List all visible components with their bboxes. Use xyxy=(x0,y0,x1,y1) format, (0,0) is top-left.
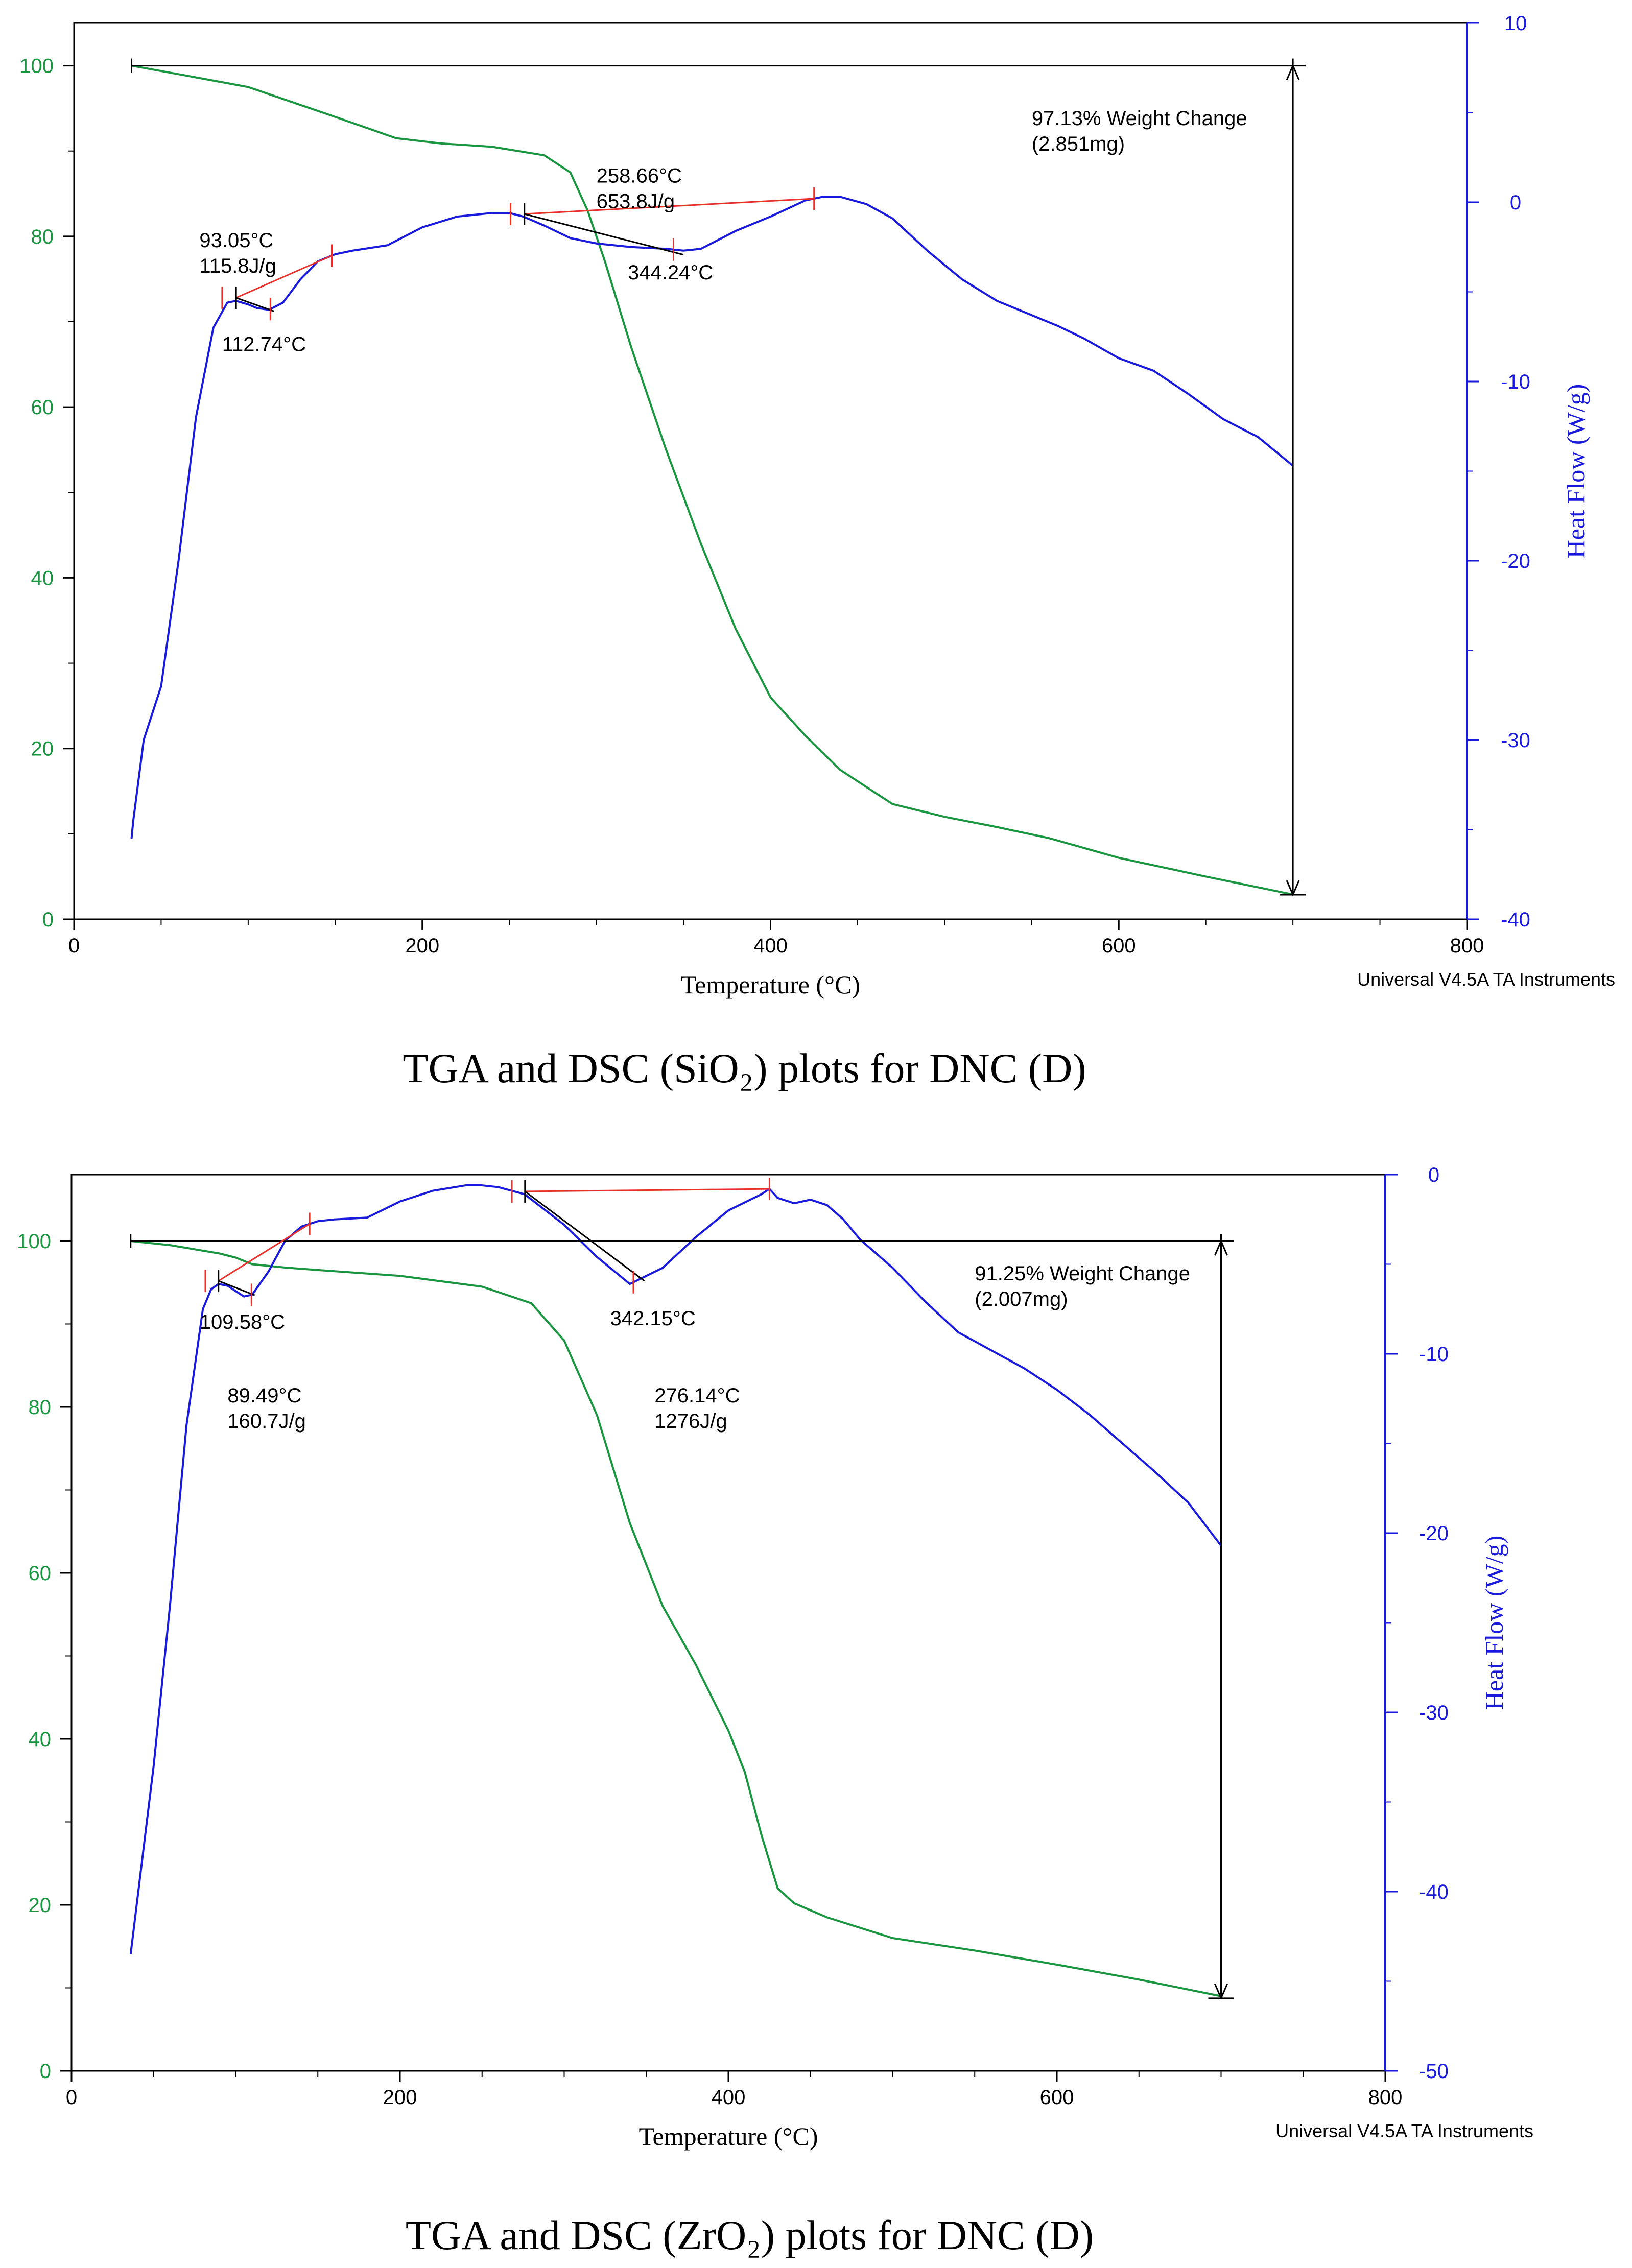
annotation-label: 109.58°C xyxy=(200,1311,285,1333)
y-right-tick-label: 0 xyxy=(1510,192,1521,214)
annotation-label: 276.14°C xyxy=(654,1384,740,1407)
chart-sio2: 0 200 400 600 800 0 20 40 60 80 100 -40 -30 -20 -10 0 10… xyxy=(19,12,1615,999)
annotation-sublabel: 115.8J/g xyxy=(199,255,276,277)
onset-tangent xyxy=(235,297,275,312)
x-tick-label: 400 xyxy=(753,935,788,957)
annotation-label: 112.74°C xyxy=(222,333,306,355)
y-left-tick-label: 80 xyxy=(31,226,54,248)
y-right-tick-label: -10 xyxy=(1419,1343,1449,1366)
caption-sio2: TGA and DSC (SiO₂) plots for DNC (D) xyxy=(403,1045,1086,1091)
instrument-label: Universal V4.5A TA Instruments xyxy=(1357,969,1615,990)
annotation-sublabel: 653.8J/g xyxy=(597,190,675,212)
plot-frame xyxy=(70,1174,1386,2072)
x-tick-label: 0 xyxy=(68,935,80,957)
peak-baseline xyxy=(218,1223,310,1282)
tga-curve xyxy=(131,64,1293,896)
onset-tangent xyxy=(218,1280,255,1296)
arrowhead-down xyxy=(1286,880,1300,897)
y-left-tick-label: 0 xyxy=(40,2060,51,2083)
y-right-tick-label: -40 xyxy=(1501,909,1530,931)
dsc-curve xyxy=(129,1184,1222,1955)
x-tick-label: 200 xyxy=(405,935,439,957)
x-tick-label: 400 xyxy=(712,2086,746,2109)
y-right-axis-title: Heat Flow (W/g) xyxy=(1480,1536,1508,1710)
y-right-tick-label: -50 xyxy=(1419,2060,1449,2083)
onset-tangent xyxy=(524,1190,645,1282)
arrowhead-up xyxy=(1286,63,1300,81)
annotation-sublabel: 1276J/g xyxy=(654,1410,727,1433)
x-tick-label: 800 xyxy=(1450,935,1484,957)
y-right-tick-label: -20 xyxy=(1419,1522,1449,1545)
onset-tangent xyxy=(524,213,684,256)
y-right-tick-label: -20 xyxy=(1501,550,1530,572)
y-left-tick-label: 40 xyxy=(31,567,54,589)
chart-zro2: 0 200 400 600 800 0 20 40 60 80 100 -50 -40 -30 -20 -10… xyxy=(17,1164,1533,2151)
plot-frame xyxy=(73,22,1468,920)
annotation-label: 342.15°C xyxy=(610,1307,696,1330)
y-left-tick-label: 60 xyxy=(31,396,54,419)
y-left-tick-label: 20 xyxy=(29,1894,52,1917)
x-axis-title: Temperature (°C) xyxy=(638,2122,818,2151)
annotation-label: 258.66°C xyxy=(597,164,682,187)
x-axis-title: Temperature (°C) xyxy=(681,970,860,999)
annotation-label: 97.13% Weight Change xyxy=(1032,107,1247,130)
peak-baseline xyxy=(525,1188,770,1192)
y-left-tick-label: 80 xyxy=(29,1396,52,1419)
caption-zro2: TGA and DSC (ZrO₂) plots for DNC (D) xyxy=(405,2212,1094,2258)
peak-baseline xyxy=(235,255,333,299)
y-left-tick-label: 0 xyxy=(42,909,54,931)
annotation-sublabel: (2.007mg) xyxy=(975,1288,1068,1310)
y-right-tick-label: -30 xyxy=(1501,729,1530,752)
annotation-sublabel: (2.851mg) xyxy=(1032,133,1125,155)
x-tick-label: 0 xyxy=(66,2086,77,2109)
y-right-tick-label: -10 xyxy=(1501,371,1530,393)
y-right-tick-label: 10 xyxy=(1504,12,1527,35)
arrowhead-up xyxy=(1214,1239,1228,1256)
x-tick-label: 600 xyxy=(1040,2086,1074,2109)
y-left-tick-label: 60 xyxy=(29,1562,52,1585)
y-left-tick-label: 40 xyxy=(29,1728,52,1751)
y-right-tick-label: -30 xyxy=(1419,1702,1449,1724)
y-right-tick-label: -40 xyxy=(1419,1881,1449,1903)
tga-curve xyxy=(130,1240,1221,1997)
y-left-tick-label: 20 xyxy=(31,738,54,760)
annotation-label: 93.05°C xyxy=(199,229,273,252)
y-right-axis-title: Heat Flow (W/g) xyxy=(1562,384,1590,559)
annotation-label: 344.24°C xyxy=(628,261,713,284)
x-tick-label: 800 xyxy=(1368,2086,1403,2109)
x-tick-label: 600 xyxy=(1102,935,1136,957)
y-right-tick-label: 0 xyxy=(1428,1164,1439,1186)
annotation-label: 89.49°C xyxy=(227,1384,301,1407)
arrowhead-down xyxy=(1214,1984,1228,2000)
annotation-label: 91.25% Weight Change xyxy=(975,1262,1190,1285)
instrument-label: Universal V4.5A TA Instruments xyxy=(1275,2120,1533,2141)
peak-baseline xyxy=(524,198,814,215)
y-left-tick-label: 100 xyxy=(17,1230,51,1253)
annotation-sublabel: 160.7J/g xyxy=(227,1410,305,1433)
dsc-curve xyxy=(130,196,1294,839)
x-tick-label: 200 xyxy=(383,2086,417,2109)
y-left-tick-label: 100 xyxy=(19,55,54,78)
